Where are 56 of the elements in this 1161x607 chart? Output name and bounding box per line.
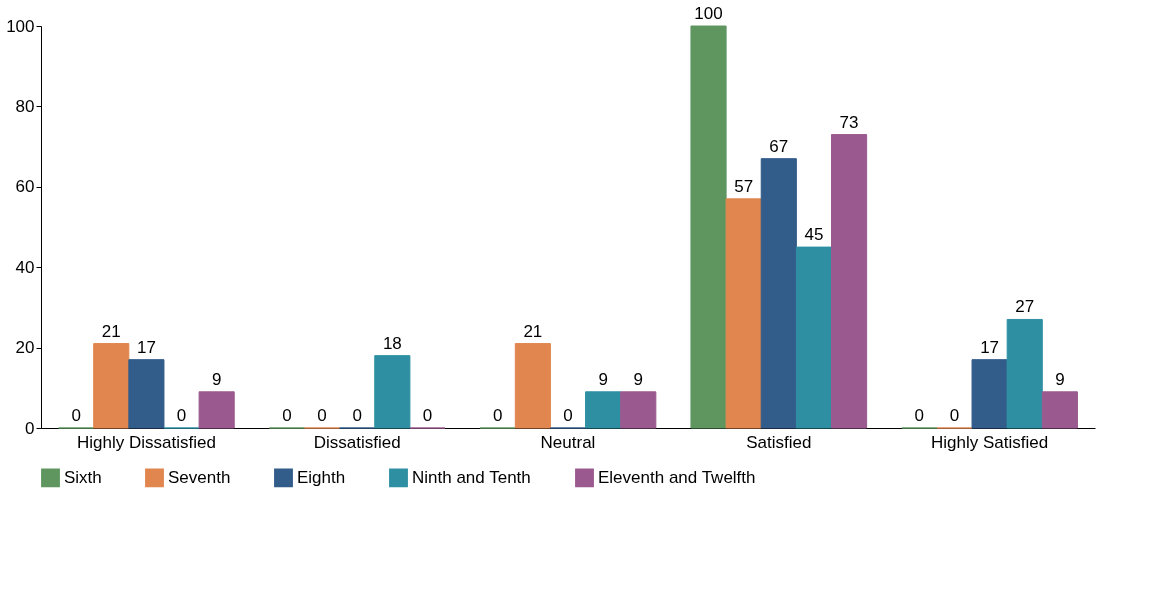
data-label: 0: [176, 406, 187, 425]
bar: [725, 198, 762, 429]
bar: [795, 246, 832, 429]
data-label: 0: [317, 406, 327, 425]
x-tick-label: Dissatisfied: [313, 432, 401, 452]
data-label: 9: [598, 369, 608, 389]
bar: [128, 359, 165, 429]
data-label: 0: [563, 406, 573, 425]
bar: [585, 391, 622, 429]
data-label: 0: [949, 406, 960, 425]
data-label: 0: [282, 406, 292, 425]
legend-label: Seventh: [168, 467, 231, 487]
data-label: 0: [493, 406, 503, 425]
legend-label: Eleventh and Twelfth: [598, 467, 756, 487]
data-label: 17: [136, 337, 156, 357]
y-tick-label: 20: [15, 338, 35, 358]
data-label: 73: [839, 112, 859, 132]
bar: [374, 355, 411, 429]
data-label: 0: [71, 406, 81, 425]
bar: [620, 391, 657, 429]
data-label: 45: [804, 225, 824, 245]
x-tick-label: Highly Dissatisfied: [76, 432, 216, 452]
bar: [831, 134, 868, 429]
data-label: 21: [101, 321, 121, 341]
bar: [1006, 318, 1043, 429]
bar: [690, 25, 727, 429]
data-label: 0: [914, 406, 925, 425]
data-label: 21: [523, 321, 543, 341]
data-label: 27: [1015, 297, 1035, 317]
legend-label: Eighth: [297, 467, 346, 487]
data-label: 0: [422, 406, 433, 425]
x-tick-label: Satisfied: [746, 432, 812, 452]
y-tick-label: 80: [15, 96, 35, 116]
data-label: 9: [211, 369, 222, 389]
data-label: 18: [382, 333, 402, 353]
data-label: 9: [1055, 369, 1065, 389]
data-label: 57: [734, 176, 754, 196]
bar: [514, 343, 551, 429]
bar: [760, 158, 797, 429]
data-label: 67: [769, 136, 789, 156]
data-label: 9: [633, 369, 643, 389]
y-tick-label: 100: [6, 16, 35, 36]
data-label: 0: [352, 406, 362, 425]
bar: [1041, 391, 1078, 429]
x-tick-label: Highly Satisfied: [931, 432, 1049, 452]
legend-label: Ninth and Tenth: [412, 467, 531, 487]
bar: [198, 391, 235, 429]
data-label: 100: [694, 4, 723, 23]
legend-label: Sixth: [64, 467, 102, 487]
x-tick-label: Neutral: [540, 432, 596, 452]
bar: [971, 359, 1008, 429]
data-label: 17: [980, 337, 1000, 357]
y-tick-label: 0: [25, 418, 35, 438]
y-tick-label: 40: [15, 257, 35, 277]
bar: [93, 343, 130, 429]
y-tick-label: 60: [15, 177, 35, 197]
